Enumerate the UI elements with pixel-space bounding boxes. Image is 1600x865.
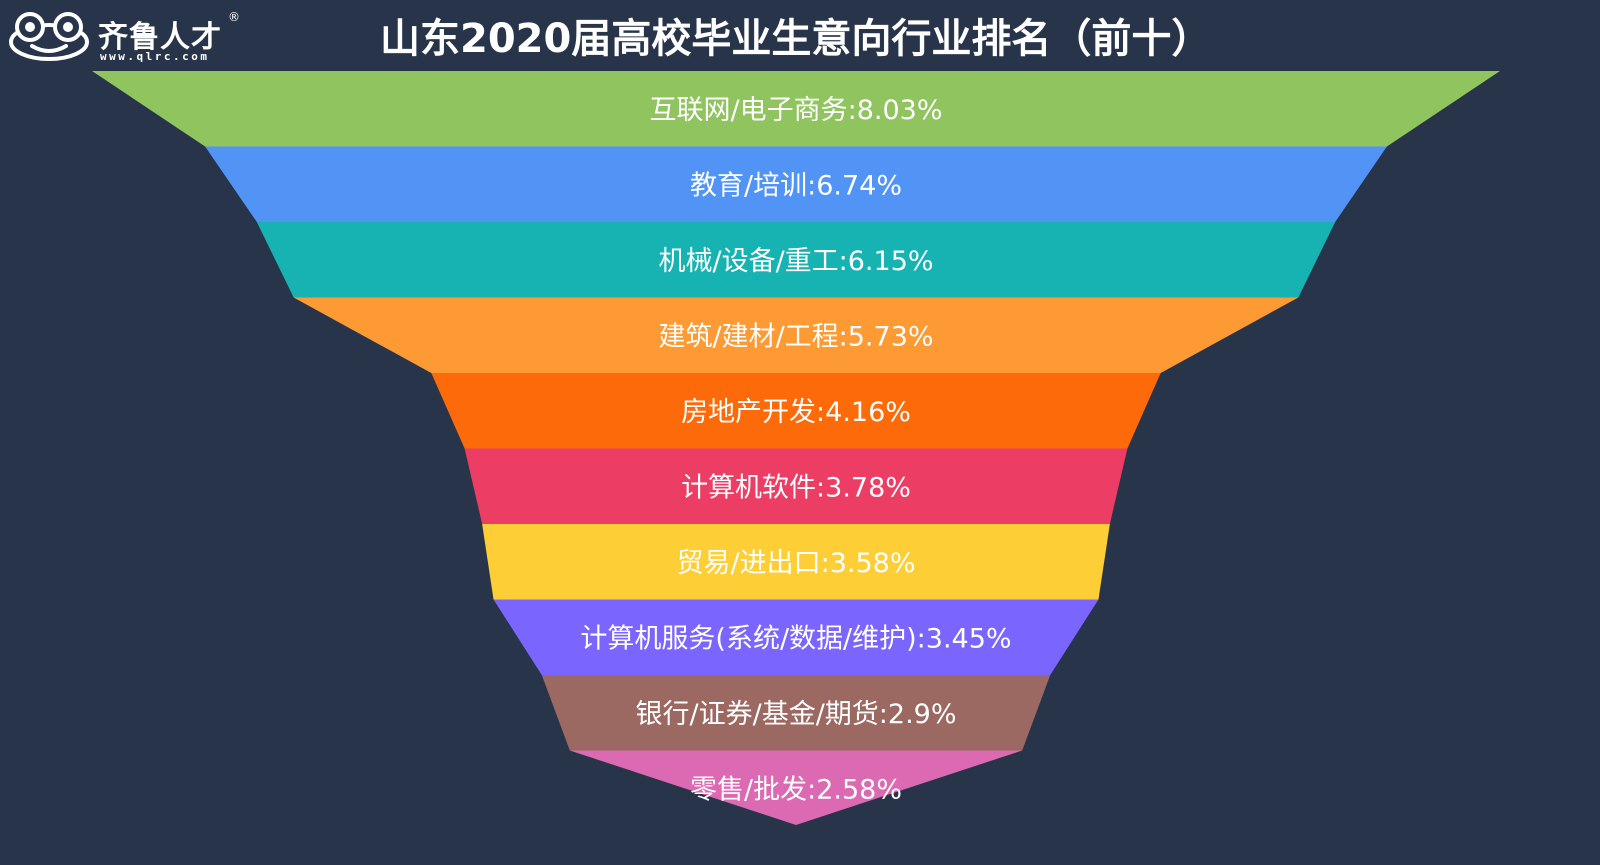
funnel-segment-6 [464,448,1128,524]
registered-mark: ® [228,10,240,24]
frog-logo-icon [9,12,89,61]
brand-name: 齐鲁人才 [98,20,222,55]
funnel-label-9: 银行/证券/基金/期货:2.9% [636,699,957,730]
funnel-segment-4 [293,297,1299,373]
funnel-label-7: 贸易/进出口:3.58% [677,548,916,579]
funnel-label-10: 零售/批发:2.58% [690,774,902,805]
funnel-label-4: 建筑/建材/工程:5.73% [658,321,933,352]
funnel-label-3: 机械/设备/重工:6.15% [658,246,933,277]
funnel-segment-2 [205,146,1387,222]
chart-title: 山东2020届高校毕业生意向行业排名（前十） [380,16,1212,62]
funnel-segment-3 [256,222,1336,298]
funnel-segment-8 [493,599,1099,675]
funnel-segment-9 [541,675,1051,751]
funnel-label-2: 教育/培训:6.74% [690,170,902,201]
funnel-segment-7 [482,524,1110,600]
funnel-label-1: 互联网/电子商务:8.03% [650,95,943,126]
brand-url: www.qlrc.com [100,50,210,63]
funnel-segment-10 [569,750,1023,825]
funnel-label-8: 计算机服务(系统/数据/维护):3.45% [580,623,1011,654]
brand-logo: 齐鲁人才 ® www.qlrc.com [6,8,246,64]
funnel-segment-1 [92,71,1500,147]
funnel-segment-5 [431,373,1161,449]
funnel-label-6: 计算机软件:3.78% [681,472,911,503]
funnel-label-5: 房地产开发:4.16% [681,397,911,428]
